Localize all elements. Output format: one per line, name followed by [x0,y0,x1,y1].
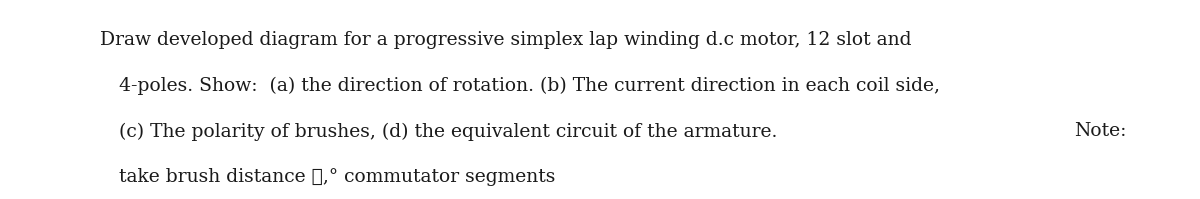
Text: take brush distance ١,° commutator segments: take brush distance ١,° commutator segme… [119,168,556,186]
Text: 4-poles. Show:  (a) the direction of rotation. (b) The current direction in each: 4-poles. Show: (a) the direction of rota… [119,77,940,95]
Text: (c) The polarity of brushes, (d) the equivalent circuit of the armature.: (c) The polarity of brushes, (d) the equ… [119,122,778,141]
Text: Note:: Note: [1074,122,1127,140]
Text: Draw developed diagram for a progressive simplex lap winding d.c motor, 12 slot : Draw developed diagram for a progressive… [100,31,911,49]
